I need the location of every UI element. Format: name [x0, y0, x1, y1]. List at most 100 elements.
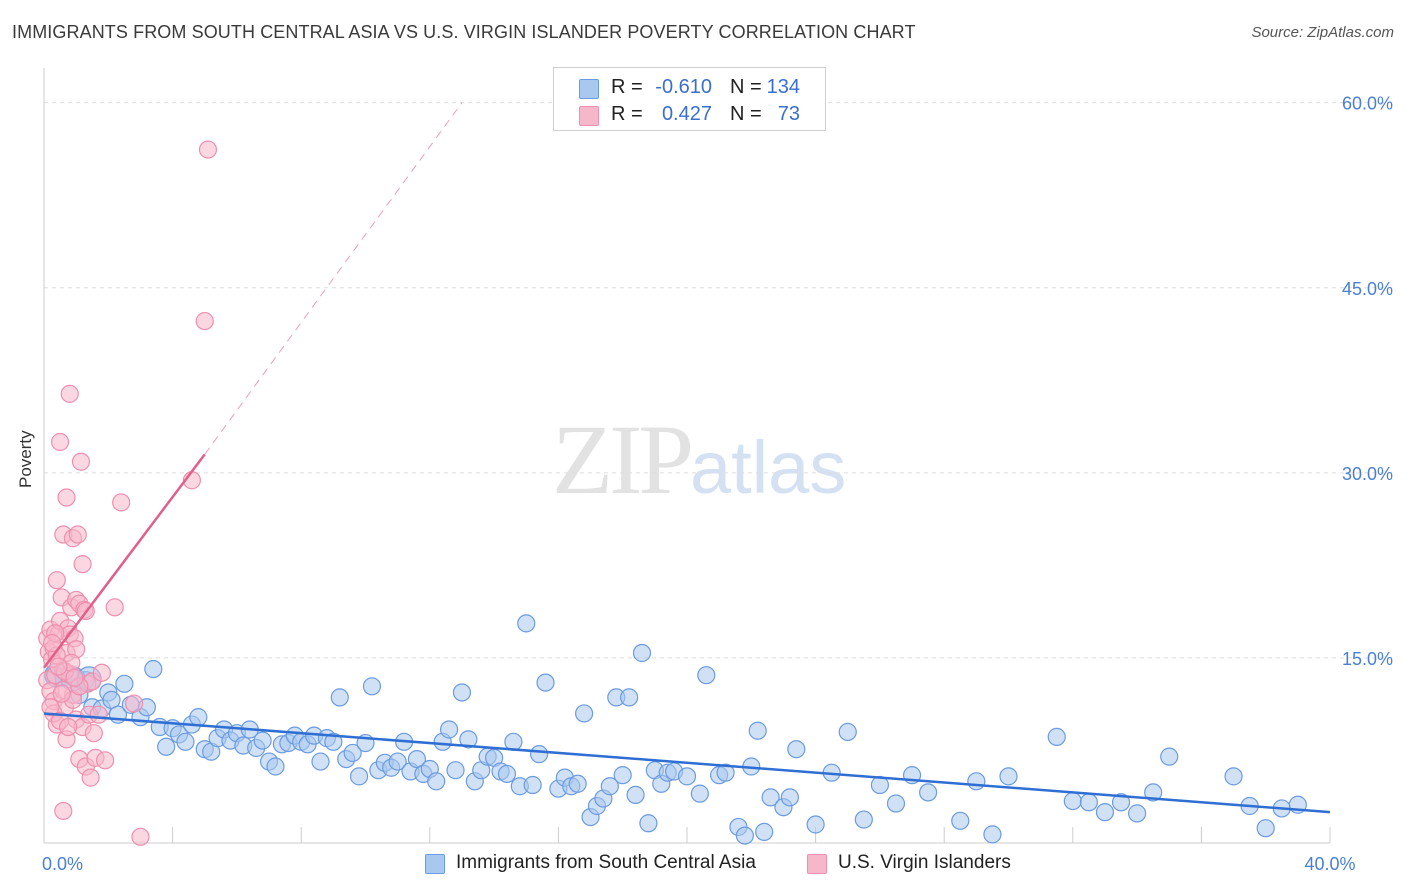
- legend-r-value: 0.427: [661, 103, 712, 125]
- bottom-legend-swatch-pink: [807, 854, 827, 874]
- data-point-blue: [530, 745, 549, 764]
- source-label: Source: ZipAtlas.com: [1251, 24, 1394, 41]
- x-tick-label: 0.0%: [42, 854, 83, 874]
- data-point-blue: [517, 614, 536, 633]
- data-point-blue: [780, 788, 799, 807]
- data-point-pink: [89, 705, 108, 724]
- x-tick-label: 40.0%: [1304, 854, 1355, 874]
- data-point-blue: [677, 767, 697, 786]
- data-point-pink: [60, 384, 79, 403]
- data-point-pink: [95, 751, 115, 770]
- data-point-blue: [735, 826, 754, 845]
- data-point-blue: [1063, 791, 1082, 811]
- data-point-pink: [105, 598, 124, 617]
- data-point-blue: [626, 785, 645, 804]
- data-point-pink: [54, 801, 73, 821]
- data-point-pink: [71, 452, 91, 471]
- data-point-blue: [632, 643, 652, 663]
- data-point-blue: [1127, 804, 1147, 823]
- data-point-pink: [49, 657, 68, 676]
- data-point-blue: [1079, 793, 1098, 812]
- data-point-blue: [690, 784, 709, 803]
- data-point-pink: [47, 571, 66, 590]
- bottom-legend-label: U.S. Virgin Islanders: [838, 852, 1011, 873]
- data-point-blue: [1256, 819, 1275, 838]
- data-point-blue: [1160, 747, 1179, 766]
- data-point-blue: [324, 732, 343, 751]
- data-point-pink: [68, 525, 87, 544]
- data-point-blue: [1111, 793, 1131, 812]
- legend-row-series1: R = -0.610 N = 134: [554, 75, 825, 101]
- data-point-blue: [523, 775, 542, 795]
- legend-n-value: 73: [777, 103, 800, 125]
- trend-line-pink: [43, 453, 206, 669]
- data-point-blue: [761, 788, 780, 807]
- trend-line-blue: [43, 712, 1331, 814]
- data-point-pink: [65, 668, 84, 687]
- data-point-pink: [41, 698, 60, 717]
- legend-swatch-pink: [579, 106, 599, 126]
- watermark-zip: ZIP: [552, 404, 694, 515]
- legend-n-label: N =: [730, 103, 762, 125]
- data-point-blue: [1047, 727, 1066, 746]
- legend-r-label: R =: [611, 76, 643, 98]
- data-point-pink: [112, 493, 131, 512]
- data-point-pink: [50, 432, 70, 452]
- legend-n-value: 134: [766, 76, 800, 98]
- y-tick-label: 45.0%: [1342, 279, 1393, 299]
- trend-line-pink-extrapolated: [204, 102, 463, 455]
- bottom-legend-swatch-blue: [425, 854, 445, 874]
- data-point-blue: [967, 772, 986, 791]
- data-point-blue: [1224, 767, 1243, 786]
- y-tick-label: 15.0%: [1342, 649, 1393, 669]
- data-point-blue: [452, 683, 472, 702]
- data-point-blue: [349, 767, 369, 786]
- data-point-blue: [343, 743, 362, 763]
- data-point-pink: [131, 827, 150, 846]
- data-point-blue: [144, 659, 163, 679]
- data-point-blue: [697, 666, 716, 685]
- data-point-blue: [497, 764, 517, 784]
- data-point-blue: [620, 688, 639, 707]
- chart-title: IMMIGRANTS FROM SOUTH CENTRAL ASIA VS U.…: [12, 22, 916, 42]
- legend-r-label: R =: [611, 103, 643, 125]
- data-point-pink: [84, 724, 103, 743]
- bottom-legend-label: Immigrants from South Central Asia: [456, 852, 756, 873]
- data-point-blue: [253, 731, 272, 750]
- correlation-legend: R = -0.610 N = 134 R = 0.427 N = 73: [553, 67, 826, 131]
- data-point-blue: [983, 825, 1002, 844]
- data-point-pink: [59, 717, 78, 737]
- data-point-blue: [575, 704, 594, 723]
- data-point-blue: [439, 720, 459, 739]
- data-point-blue: [886, 794, 906, 813]
- legend-swatch-blue: [579, 79, 599, 99]
- data-point-blue: [1144, 783, 1163, 802]
- y-tick-label: 60.0%: [1342, 94, 1393, 114]
- data-point-blue: [806, 815, 825, 834]
- data-point-blue: [176, 732, 195, 751]
- data-point-blue: [854, 810, 873, 829]
- data-point-blue: [388, 752, 407, 771]
- data-point-blue: [787, 740, 806, 759]
- data-point-blue: [330, 688, 349, 707]
- watermark-atlas: atlas: [690, 426, 847, 509]
- legend-row-series2: R = 0.427 N = 73: [554, 102, 825, 128]
- data-point-blue: [266, 757, 285, 776]
- data-point-blue: [568, 774, 587, 793]
- data-point-blue: [362, 677, 382, 696]
- data-point-blue: [1095, 803, 1115, 822]
- legend-n-label: N =: [730, 76, 762, 98]
- y-tick-label: 30.0%: [1342, 464, 1393, 484]
- data-point-blue: [639, 814, 658, 833]
- data-point-blue: [536, 673, 555, 692]
- data-point-pink: [195, 311, 214, 331]
- data-point-blue: [311, 752, 330, 771]
- data-point-blue: [157, 737, 176, 756]
- data-point-blue: [748, 721, 767, 740]
- data-point-blue: [427, 772, 446, 791]
- data-point-pink: [92, 663, 111, 682]
- data-point-blue: [999, 767, 1018, 786]
- watermark: ZIPatlas: [552, 402, 846, 517]
- data-point-blue: [755, 822, 774, 841]
